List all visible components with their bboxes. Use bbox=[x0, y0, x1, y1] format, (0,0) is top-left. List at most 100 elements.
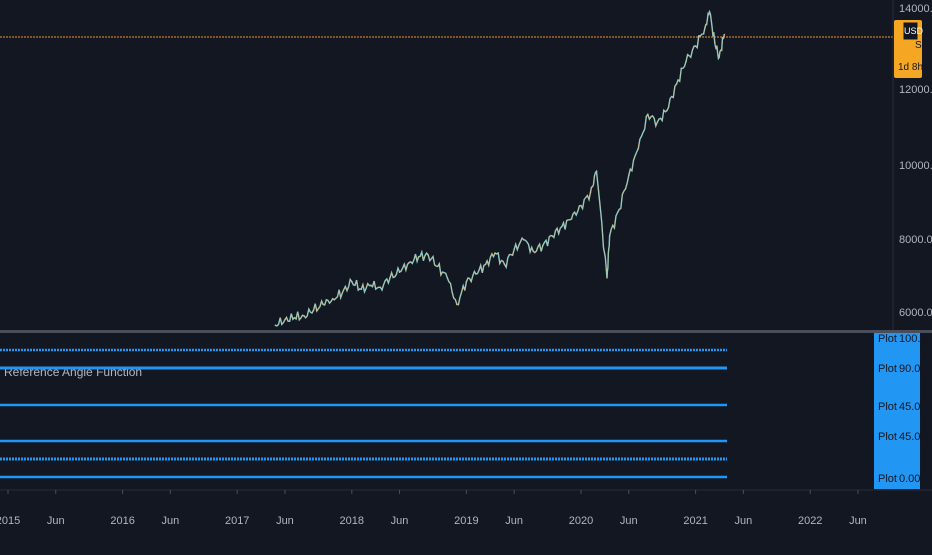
plot-label: Plot 0.00 bbox=[878, 473, 920, 485]
time-ticks: 2015 Jun 2016 Jun 2017 Jun 2018 Jun 2019 Jun 2020 J… bbox=[0, 490, 867, 527]
price-data-point bbox=[628, 174, 630, 176]
plot-label-name: Plot bbox=[878, 363, 897, 375]
price-data-point bbox=[675, 83, 678, 85]
price-data-point bbox=[608, 235, 611, 237]
time-tick-label: Jun bbox=[734, 515, 752, 527]
price-data-point bbox=[437, 265, 439, 268]
time-tick-label: Jun bbox=[849, 515, 867, 527]
plot-label: Plot 100.00 bbox=[878, 333, 932, 345]
time-tick-label: Jun bbox=[391, 515, 409, 527]
plot-label-value: 45.00 bbox=[899, 431, 927, 443]
indicator-label-column bbox=[874, 333, 920, 489]
time-tick-label: 2017 bbox=[225, 515, 249, 527]
price-tick-label: 6000.00 bbox=[899, 307, 932, 319]
price-data-point bbox=[417, 256, 420, 258]
price-data-point bbox=[456, 303, 458, 306]
price-data-point bbox=[379, 286, 382, 289]
price-data-point bbox=[360, 288, 363, 291]
price-data-point bbox=[293, 316, 296, 319]
plot-label-name: Plot bbox=[878, 333, 897, 345]
price-data-point bbox=[570, 218, 573, 220]
price-data-point bbox=[718, 56, 720, 59]
plot-label-value: 0.00 bbox=[899, 473, 920, 485]
price-data-point bbox=[723, 33, 726, 36]
price-data-point bbox=[331, 297, 334, 300]
time-tick-label: Jun bbox=[505, 515, 523, 527]
price-data-point bbox=[618, 208, 620, 211]
price-tick-label: 10000.00 bbox=[899, 160, 932, 172]
price-axis[interactable]: 14000.00 12000.00 10000.00 8000.00 6000.… bbox=[892, 0, 932, 330]
time-tick-label: 2022 bbox=[798, 515, 822, 527]
price-data-point bbox=[708, 11, 711, 13]
price-badge: USD S 1d 8h bbox=[894, 20, 924, 78]
price-data-point bbox=[475, 273, 477, 275]
time-axis[interactable]: 2015 Jun 2016 Jun 2017 Jun 2018 Jun 2019 Jun 2020 J… bbox=[0, 489, 932, 527]
plot-label-name: Plot bbox=[878, 473, 897, 485]
time-tick-label: Jun bbox=[620, 515, 638, 527]
price-data-point bbox=[713, 41, 716, 43]
time-tick-label: Jun bbox=[47, 515, 65, 527]
time-tick-label: 2020 bbox=[569, 515, 593, 527]
plot-label: Plot 45.00 bbox=[878, 431, 927, 443]
price-data-point bbox=[303, 315, 305, 317]
plot-label-name: Plot bbox=[878, 401, 897, 413]
plot-label-value: 90.00 bbox=[899, 363, 927, 375]
plot-label-value: 45.00 bbox=[899, 401, 927, 413]
price-tick-label: 8000.00 bbox=[899, 234, 932, 246]
price-data-point bbox=[341, 292, 344, 294]
price-data-point bbox=[503, 263, 506, 266]
price-data-point bbox=[647, 113, 649, 116]
time-tick-label: 2021 bbox=[683, 515, 707, 527]
price-data-point bbox=[351, 280, 353, 283]
price-data-point bbox=[522, 239, 525, 241]
price-data-point bbox=[656, 121, 659, 123]
plot-label: Plot 90.00 bbox=[878, 363, 927, 375]
price-data-point bbox=[427, 254, 430, 256]
currency-box bbox=[902, 21, 919, 41]
price-data-point bbox=[446, 277, 449, 279]
price-data-point bbox=[484, 263, 487, 266]
price-data-point bbox=[513, 248, 515, 251]
price-data-point bbox=[398, 271, 401, 273]
plot-label-value: 100.00 bbox=[899, 333, 932, 345]
price-data-point bbox=[561, 225, 563, 228]
plot-label: Plot 45.00 bbox=[878, 401, 927, 413]
price-data-point bbox=[284, 318, 286, 321]
price-data-point bbox=[704, 26, 706, 28]
price-data-point bbox=[322, 303, 324, 306]
price-tick-label: 12000.00 bbox=[899, 84, 932, 96]
time-tick-label: 2016 bbox=[110, 515, 134, 527]
pane-separator[interactable] bbox=[0, 330, 932, 333]
price-data-point bbox=[580, 204, 582, 207]
time-tick-label: Jun bbox=[276, 515, 294, 527]
price-data-point bbox=[589, 191, 592, 194]
price-data-point bbox=[542, 244, 544, 247]
price-data-point bbox=[494, 252, 496, 254]
price-badge-fragment: S bbox=[915, 40, 922, 51]
price-data-point bbox=[694, 45, 697, 47]
price-tick-label: 14000.00 bbox=[899, 3, 932, 15]
price-data-point bbox=[532, 250, 534, 252]
price-data-point bbox=[389, 277, 391, 279]
price-data-point bbox=[312, 309, 315, 311]
price-data-point bbox=[606, 277, 608, 279]
price-data-point bbox=[551, 235, 554, 237]
price-data-point bbox=[685, 60, 687, 62]
price-data-point bbox=[595, 170, 598, 173]
indicator-pane[interactable]: Reference Angle Function Plot 100.00 Plo… bbox=[0, 333, 932, 489]
countdown-label: 1d 8h bbox=[898, 62, 923, 73]
price-pane[interactable] bbox=[0, 9, 893, 327]
price-data-point bbox=[274, 324, 277, 327]
price-data-point bbox=[370, 284, 372, 287]
price-data-point bbox=[637, 147, 640, 150]
time-tick-label: 2019 bbox=[454, 515, 478, 527]
time-tick-label: 2018 bbox=[340, 515, 364, 527]
price-data-point bbox=[666, 109, 668, 112]
price-data-point bbox=[408, 261, 410, 264]
price-data-point bbox=[465, 280, 468, 283]
currency-label: USD bbox=[904, 26, 924, 36]
price-series bbox=[274, 9, 726, 327]
